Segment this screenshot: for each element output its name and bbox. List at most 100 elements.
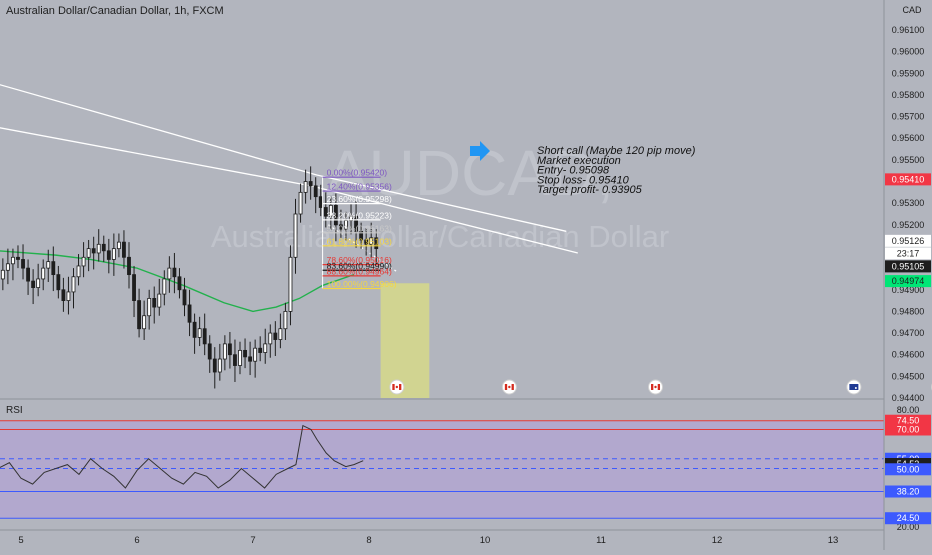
- candle-body[interactable]: [274, 333, 277, 339]
- candle-body[interactable]: [168, 268, 171, 279]
- candle-body[interactable]: [6, 264, 9, 270]
- australia-flag-icon[interactable]: [847, 380, 861, 394]
- target-profit-box[interactable]: [381, 283, 430, 398]
- price-tick-label: 0.96100: [892, 25, 925, 35]
- candle-body[interactable]: [319, 197, 322, 208]
- candle-body[interactable]: [259, 348, 262, 352]
- candle-body[interactable]: [112, 249, 115, 260]
- candle-body[interactable]: [218, 359, 221, 372]
- price-badge-label: 0.95126: [892, 236, 925, 246]
- candle-body[interactable]: [223, 344, 226, 359]
- price-tick-label: 0.94800: [892, 306, 925, 316]
- candle-body[interactable]: [16, 257, 19, 259]
- candle-body[interactable]: [72, 277, 75, 292]
- fib-level-label: 12.40%(0.95356): [327, 182, 392, 192]
- candle-body[interactable]: [228, 344, 231, 355]
- candle-body[interactable]: [289, 257, 292, 311]
- candle-body[interactable]: [279, 329, 282, 340]
- candle-body[interactable]: [127, 257, 130, 274]
- candle-body[interactable]: [284, 311, 287, 328]
- candle-body[interactable]: [27, 268, 30, 281]
- candle-body[interactable]: [254, 348, 257, 361]
- candle-body[interactable]: [92, 249, 95, 253]
- flag-band: [512, 384, 514, 390]
- candle-body[interactable]: [294, 214, 297, 257]
- candle-body[interactable]: [238, 350, 241, 365]
- candle-body[interactable]: [87, 249, 90, 258]
- time-tick-label: 5: [18, 535, 23, 546]
- candle-body[interactable]: [77, 266, 80, 277]
- flag-band: [399, 384, 401, 390]
- candle-body[interactable]: [264, 344, 267, 353]
- candle-body[interactable]: [183, 290, 186, 305]
- canada-flag-icon[interactable]: [390, 380, 404, 394]
- candle-body[interactable]: [97, 244, 100, 253]
- candle-body[interactable]: [117, 242, 120, 248]
- candle-body[interactable]: [173, 268, 176, 277]
- candle-body[interactable]: [193, 322, 196, 337]
- candle-body[interactable]: [314, 186, 317, 197]
- price-tick-label: 0.95800: [892, 90, 925, 100]
- candle-body[interactable]: [244, 350, 247, 356]
- candle-body[interactable]: [42, 268, 45, 279]
- flag-leaf: [508, 386, 510, 388]
- price-tick-label: 0.95700: [892, 112, 925, 122]
- symbol-title[interactable]: Australian Dollar/Canadian Dollar, 1h, F…: [6, 5, 224, 17]
- candle-body[interactable]: [133, 275, 136, 301]
- candle-body[interactable]: [269, 333, 272, 344]
- flag-band: [505, 384, 507, 390]
- candle-body[interactable]: [122, 242, 125, 257]
- fib-level-label: 38.20%(0.95223): [327, 210, 392, 220]
- rsi-pane-title[interactable]: RSI: [6, 405, 23, 416]
- canada-flag-icon[interactable]: [502, 380, 516, 394]
- candle-body[interactable]: [143, 316, 146, 329]
- candle-body[interactable]: [37, 279, 40, 288]
- candle-body[interactable]: [233, 355, 236, 366]
- candle-body[interactable]: [309, 182, 312, 186]
- candle-body[interactable]: [188, 305, 191, 322]
- time-tick-label: 8: [366, 535, 371, 546]
- candle-body[interactable]: [178, 277, 181, 290]
- price-badge-label: 0.95105: [892, 261, 925, 271]
- candle-body[interactable]: [22, 259, 25, 268]
- candle-body[interactable]: [208, 344, 211, 359]
- price-badge-label: 0.94974: [892, 276, 925, 286]
- time-tick-label: 10: [480, 535, 491, 546]
- price-tick-label: 0.95200: [892, 220, 925, 230]
- candle-body[interactable]: [249, 357, 252, 361]
- candle-body[interactable]: [57, 275, 60, 290]
- candle-body[interactable]: [213, 359, 216, 372]
- canada-flag-icon[interactable]: [649, 380, 663, 394]
- candle-body[interactable]: [67, 292, 70, 301]
- candle-body[interactable]: [1, 270, 4, 279]
- candle-body[interactable]: [82, 257, 85, 266]
- candle-body[interactable]: [32, 281, 35, 287]
- flag-band: [651, 384, 653, 390]
- candle-body[interactable]: [138, 301, 141, 329]
- candle-body[interactable]: [11, 257, 14, 263]
- candle-body[interactable]: [158, 294, 161, 307]
- fib-level-label: 100.00%(0.94906): [327, 279, 397, 289]
- price-tick-label: 0.95500: [892, 155, 925, 165]
- price-badge-label: 0.95410: [892, 174, 925, 184]
- candle-body[interactable]: [198, 329, 201, 338]
- candle-body[interactable]: [299, 192, 302, 214]
- price-tick-label: 0.94600: [892, 350, 925, 360]
- time-tick-label: 7: [250, 535, 255, 546]
- candle-body[interactable]: [148, 298, 151, 315]
- time-tick-label: 12: [712, 535, 723, 546]
- price-tick-label: 0.95900: [892, 68, 925, 78]
- price-tick-label: 0.95300: [892, 198, 925, 208]
- price-badge-label: 70.00: [897, 425, 920, 435]
- candle-body[interactable]: [47, 262, 50, 268]
- candle-body[interactable]: [102, 244, 105, 250]
- price-tick-label: 0.94500: [892, 371, 925, 381]
- candle-body[interactable]: [52, 262, 55, 275]
- candle-body[interactable]: [163, 279, 166, 294]
- candle-body[interactable]: [62, 290, 65, 301]
- candle-body[interactable]: [203, 329, 206, 344]
- candle-body[interactable]: [304, 182, 307, 193]
- candle-body[interactable]: [153, 298, 156, 307]
- candle-body[interactable]: [107, 251, 110, 260]
